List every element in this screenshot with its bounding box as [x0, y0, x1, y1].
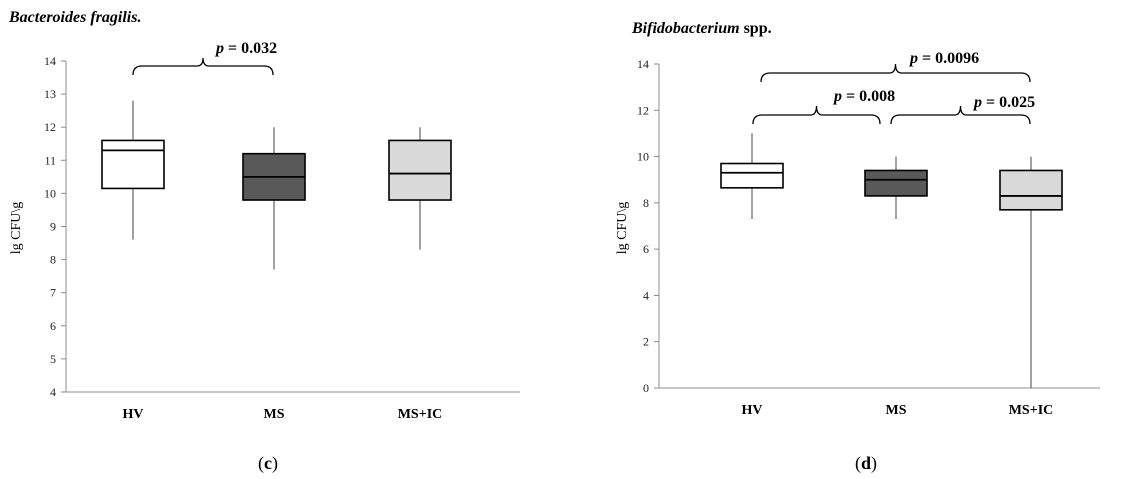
box-ms — [864, 156, 928, 220]
y-tick-label: 0 — [643, 381, 649, 395]
y-tick-label: 8 — [50, 253, 56, 267]
chart-title-italic: Bacteroides fragilis. — [8, 9, 141, 26]
chart-title: Bacteroides fragilis. — [8, 9, 141, 26]
significance-bracket: p = 0.032 — [132, 40, 277, 76]
y-tick-label: 2 — [643, 335, 649, 349]
p-symbol: p — [972, 94, 982, 111]
box-body — [999, 169, 1063, 211]
box-body — [864, 169, 928, 197]
panel-letter: d — [861, 453, 871, 473]
y-tick-label: 14 — [637, 57, 649, 71]
chart-title: Bifidobacterium spp. — [631, 20, 772, 37]
y-tick-label: 4 — [643, 288, 649, 302]
box-hv — [720, 133, 784, 220]
panel-paren-open: ( — [258, 453, 264, 474]
panel-label: (c) — [258, 453, 278, 474]
chart-title-regular: spp. — [740, 20, 772, 37]
y-tick-label: 8 — [643, 196, 649, 210]
p-number: = 0.032 — [224, 40, 277, 57]
x-category-label: MS — [886, 403, 907, 418]
p-value-label: p = 0.025 — [972, 94, 1035, 111]
y-tick-label: 12 — [44, 120, 56, 134]
y-tick-label: 7 — [50, 286, 56, 300]
chart-panel-d: Bifidobacterium spp. 0 2 4 6 8 10 12 14 lg CFU\g H… — [615, 20, 1100, 474]
box-ms-ic — [999, 156, 1063, 388]
x-category-label: MS+IC — [398, 407, 443, 422]
x-category-label: HV — [742, 403, 763, 418]
x-category-label: MS — [264, 407, 285, 422]
panel-paren-close: ) — [871, 453, 877, 474]
p-symbol: p — [214, 40, 224, 57]
panel-paren-close: ) — [272, 453, 278, 474]
y-tick-label: 14 — [44, 54, 56, 68]
y-tick-label: 6 — [643, 242, 649, 256]
box-body — [101, 139, 165, 190]
significance-bracket: p = 0.008 — [752, 88, 895, 125]
box-body — [388, 139, 452, 201]
x-category-label: MS+IC — [1009, 403, 1054, 418]
y-tick-label: 10 — [637, 150, 649, 164]
significance-bracket: p = 0.025 — [890, 94, 1035, 125]
significance-bracket: p = 0.0096 — [760, 50, 1031, 83]
y-tick-label: 10 — [44, 186, 56, 200]
panel-letter: c — [264, 453, 272, 473]
box-ms-ic — [388, 127, 452, 250]
chart-title-italic: Bifidobacterium — [631, 20, 740, 37]
p-number: = 0.0096 — [918, 50, 979, 67]
y-axis-label: lg CFU\g — [615, 202, 630, 255]
panel-label: (d) — [855, 453, 877, 474]
y-tick-label: 13 — [44, 87, 56, 101]
p-value-label: p = 0.0096 — [908, 50, 979, 67]
p-value-label: p = 0.032 — [214, 40, 277, 57]
y-axis-label: lg CFU\g — [9, 202, 24, 255]
panel-paren-open: ( — [855, 453, 861, 474]
bracket-line — [132, 57, 274, 76]
y-tick-label: 6 — [50, 319, 56, 333]
y-tick-label: 12 — [637, 103, 649, 117]
chart-panel-c: Bacteroides fragilis. 4 5 6 7 8 9 10 11 12 13 14 lg … — [8, 9, 520, 474]
y-tick-label: 4 — [50, 385, 56, 399]
box-body — [720, 162, 784, 189]
y-tick-label: 9 — [50, 220, 56, 234]
x-category-label: HV — [123, 407, 144, 422]
p-number: = 0.008 — [842, 88, 895, 105]
p-symbol: p — [832, 88, 842, 105]
bracket-line — [760, 63, 1031, 83]
bracket-line — [752, 105, 881, 125]
p-number: = 0.025 — [982, 94, 1035, 111]
p-symbol: p — [908, 50, 918, 67]
bracket-line — [890, 105, 1031, 125]
box-ms — [242, 127, 306, 270]
p-value-label: p = 0.008 — [832, 88, 895, 105]
box-hv — [101, 100, 165, 240]
y-tick-label: 11 — [44, 153, 56, 167]
y-tick-label: 5 — [50, 352, 56, 366]
